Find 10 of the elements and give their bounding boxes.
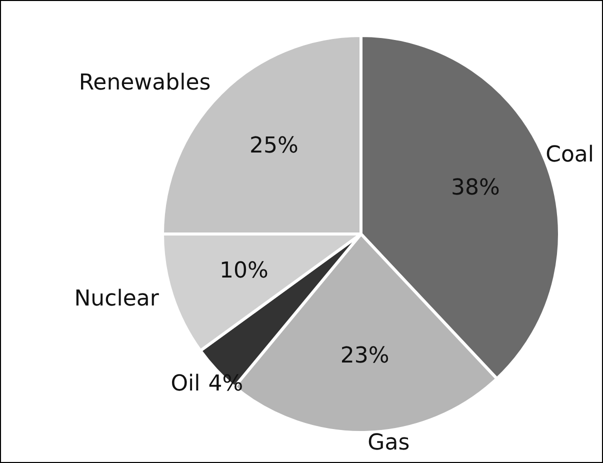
data-label: 10% [220,258,268,284]
data-label: 23% [340,344,390,369]
slice-label: Gas [368,430,410,456]
slice-label: Coal [546,142,594,168]
slice-label: Oil [170,372,200,397]
data-label: 25% [250,134,298,159]
data-label: 4% [208,372,244,397]
slice-label: Nuclear [74,286,160,312]
slice-label: Renewables [78,70,211,96]
data-label: 38% [450,175,500,200]
